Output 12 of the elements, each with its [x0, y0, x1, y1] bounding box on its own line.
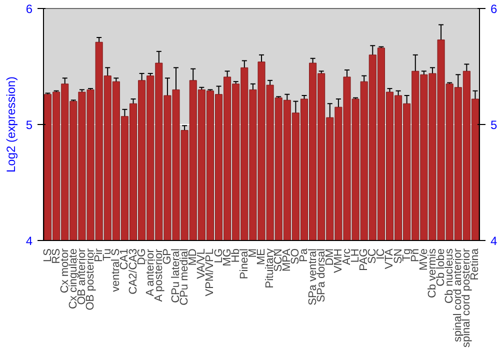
y-axis-title: Log2 (expression) [4, 76, 18, 173]
y2-tick-label: 5 [490, 118, 498, 132]
x-tick-label: A posterior [152, 248, 165, 302]
y2-tick-label: 4 [490, 234, 498, 248]
y-tick-label: 5 [26, 118, 33, 132]
x-tick-label: OB posterior [84, 248, 97, 310]
y2-tick-label: 6 [490, 2, 498, 16]
x-tick-label: Retina [469, 248, 482, 280]
y-tick-label: 6 [26, 2, 33, 16]
x-tick-label: Tg [400, 248, 413, 262]
y-tick-label: 4 [26, 234, 33, 248]
x-tick-label: RS [50, 248, 62, 264]
